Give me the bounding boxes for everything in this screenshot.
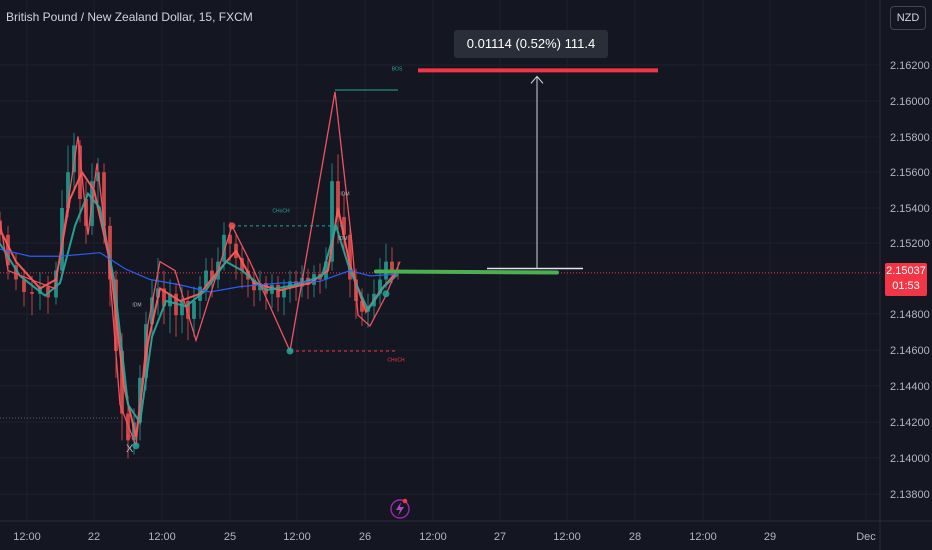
candle-body <box>228 234 232 244</box>
candle-body <box>258 283 262 291</box>
y-tick-label: 2.14200 <box>890 417 930 429</box>
y-tick-label: 2.15400 <box>890 203 930 215</box>
y-tick-label: 2.15800 <box>890 132 930 144</box>
y-tick-label: 2.14800 <box>890 309 930 321</box>
candle-body <box>150 297 154 325</box>
x-tick-label: 27 <box>494 531 506 543</box>
y-tick-label: 2.15600 <box>890 167 930 179</box>
candle-body <box>30 292 34 294</box>
candle-body <box>66 172 70 208</box>
candle-body <box>186 300 190 319</box>
x-tick-label: 22 <box>88 531 100 543</box>
measure-tooltip: 0.01114 (0.52%) 111.4 <box>454 30 608 58</box>
candle-body <box>330 181 334 262</box>
last-price-value: 2.15037 <box>886 265 926 277</box>
y-tick-label: 2.13800 <box>890 489 930 501</box>
x-tick-label: 29 <box>764 531 776 543</box>
candle-body <box>204 270 208 287</box>
swing-point <box>382 290 390 298</box>
y-tick-label: 2.16200 <box>890 60 930 72</box>
zigzag-line <box>0 91 401 446</box>
x-tick-label: 12:00 <box>419 531 447 543</box>
lightning-icon-ring <box>390 499 410 519</box>
candle-body <box>240 258 244 271</box>
notification-dot <box>402 498 408 504</box>
x-tick-label: 28 <box>629 531 641 543</box>
x-tick-label: 25 <box>224 531 236 543</box>
candle-body <box>282 288 286 298</box>
candle-body <box>210 270 214 280</box>
x-tick-label: 12:00 <box>13 531 41 543</box>
bar-countdown: 01:53 <box>892 280 920 292</box>
candle-body <box>120 351 124 414</box>
swing-point <box>286 347 294 355</box>
y-tick-label: 2.16000 <box>890 96 930 108</box>
structure-label: IDM <box>132 302 141 308</box>
candle-body <box>38 286 42 294</box>
candle-body <box>324 261 328 280</box>
candle-body <box>348 234 352 280</box>
structure-label: IDM <box>338 236 347 242</box>
x-marker-label: X <box>126 443 134 455</box>
candle-body <box>264 283 268 294</box>
x-tick-label: 12:00 <box>148 531 176 543</box>
y-tick-label: 2.14000 <box>890 453 930 465</box>
candle-body <box>22 279 26 293</box>
candle-body <box>192 300 196 319</box>
candle-body <box>288 281 292 289</box>
y-tick-label: 2.14600 <box>890 345 930 357</box>
last-price-label: 2.15037 01:53 <box>885 263 927 296</box>
x-tick-label: 26 <box>359 531 371 543</box>
ma-line-blue <box>0 248 399 293</box>
candle-body <box>276 284 280 298</box>
currency-button[interactable]: NZD <box>890 6 926 30</box>
candle-body <box>342 216 346 235</box>
x-tick-label: 12:00 <box>689 531 717 543</box>
lightning-icon <box>396 502 404 516</box>
entry-line <box>374 269 559 275</box>
candle-body <box>378 279 382 294</box>
swing-point <box>132 442 140 450</box>
ma-line-red <box>0 170 399 438</box>
candle-body <box>102 172 106 226</box>
candle-body <box>168 293 172 307</box>
candle-body <box>14 265 18 280</box>
candle-body <box>162 288 166 307</box>
swing-point <box>228 222 236 230</box>
measure-arrow-icon <box>530 75 544 84</box>
chart-title: British Pound / New Zealand Dollar, 15, … <box>6 10 253 24</box>
structure-label: BOS <box>127 435 138 441</box>
candle-body <box>180 300 184 316</box>
candle-body <box>360 300 364 312</box>
candle-body <box>78 145 82 200</box>
candle-body <box>390 261 394 271</box>
x-tick-label: 12:00 <box>553 531 581 543</box>
candle-body <box>108 225 112 280</box>
structure-label: CHoCH <box>387 358 405 364</box>
ma-line-green <box>0 191 399 426</box>
structure-label: CHoCH <box>272 208 290 214</box>
candle-body <box>222 234 226 262</box>
structure-label: IDM <box>340 191 349 197</box>
x-tick-label: 12:00 <box>283 531 311 543</box>
structure-label: BOS <box>392 66 403 72</box>
y-tick-label: 2.15200 <box>890 238 930 250</box>
y-tick-label: 2.14400 <box>890 381 930 393</box>
candle-body <box>336 181 340 217</box>
candle-body <box>6 234 10 266</box>
x-tick-label: Dec <box>856 531 876 543</box>
